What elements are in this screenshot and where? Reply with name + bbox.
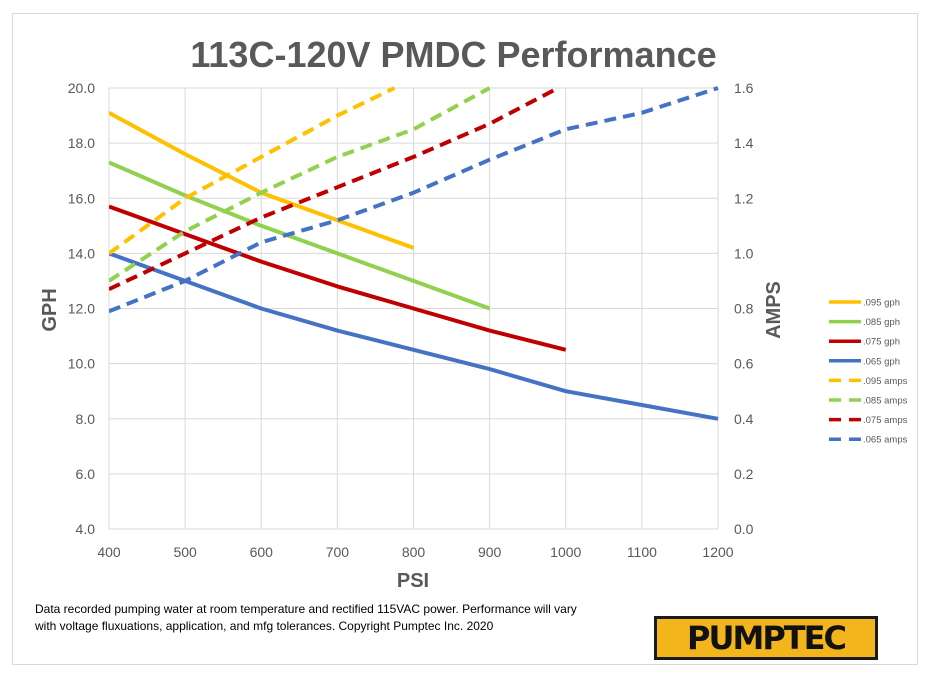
y2-tick-label: 0.2: [734, 466, 754, 482]
y2-axis-title: AMPS: [763, 281, 785, 339]
series-line-095-amps: [109, 86, 396, 256]
y2-tick-label: 0.8: [734, 301, 754, 317]
y-axis-title: GPH: [39, 288, 61, 331]
y-tick-label: 8.0: [76, 411, 96, 427]
pumptec-logo: PUMPTEC: [654, 616, 878, 660]
y-tick-label: 10.0: [68, 356, 95, 372]
x-axis-title: PSI: [397, 570, 429, 592]
x-tick-label: 800: [402, 544, 426, 560]
logo-text: PUMPTEC: [687, 619, 847, 657]
x-tick-label: 600: [250, 544, 274, 560]
legend-label: .065 amps: [863, 435, 908, 446]
x-tick-label: 1200: [702, 544, 733, 560]
x-tick-label: 900: [478, 544, 502, 560]
y-tick-label: 18.0: [68, 135, 95, 151]
y-tick-label: 14.0: [68, 245, 95, 261]
y-tick-label: 20.0: [68, 80, 95, 96]
y2-tick-label: 0.6: [734, 356, 754, 372]
legend-label: .085 amps: [863, 396, 908, 407]
y2-tick-label: 1.4: [734, 135, 754, 151]
legend-label: .085 gph: [863, 317, 900, 328]
series-line-065-gph: [109, 251, 719, 421]
legend-label: .075 amps: [863, 415, 908, 426]
y2-tick-label: 0.4: [734, 411, 754, 427]
y-tick-label: 6.0: [76, 466, 96, 482]
y-tick-label: 4.0: [76, 521, 96, 537]
legend-label: .095 amps: [863, 376, 908, 387]
series-line-085-gph: [109, 160, 491, 311]
x-tick-label: 1100: [627, 544, 657, 560]
legend-label: .075 gph: [863, 337, 900, 348]
x-tick-label: 500: [173, 544, 197, 560]
y2-tick-label: 1.0: [734, 245, 754, 261]
series-line-075-gph: [109, 204, 567, 352]
y2-tick-label: 1.6: [734, 80, 754, 96]
legend-label: .065 gph: [863, 356, 900, 367]
x-tick-label: 700: [326, 544, 350, 560]
legend-label: .095 gph: [863, 298, 900, 309]
series-line-075-amps: [109, 86, 560, 292]
x-tick-label: 400: [97, 544, 121, 560]
x-tick-label: 1000: [550, 544, 581, 560]
series-line-085-amps: [109, 86, 491, 283]
chart-title: 113C-120V PMDC Performance: [190, 34, 717, 75]
y-tick-label: 12.0: [68, 301, 95, 317]
chart-frame: [12, 13, 918, 665]
y2-tick-label: 1.2: [734, 190, 754, 206]
footnote: Data recorded pumping water at room temp…: [35, 602, 577, 633]
y-tick-label: 16.0: [68, 190, 95, 206]
y2-tick-label: 0.0: [734, 521, 754, 537]
series-line-065-amps: [109, 86, 719, 314]
